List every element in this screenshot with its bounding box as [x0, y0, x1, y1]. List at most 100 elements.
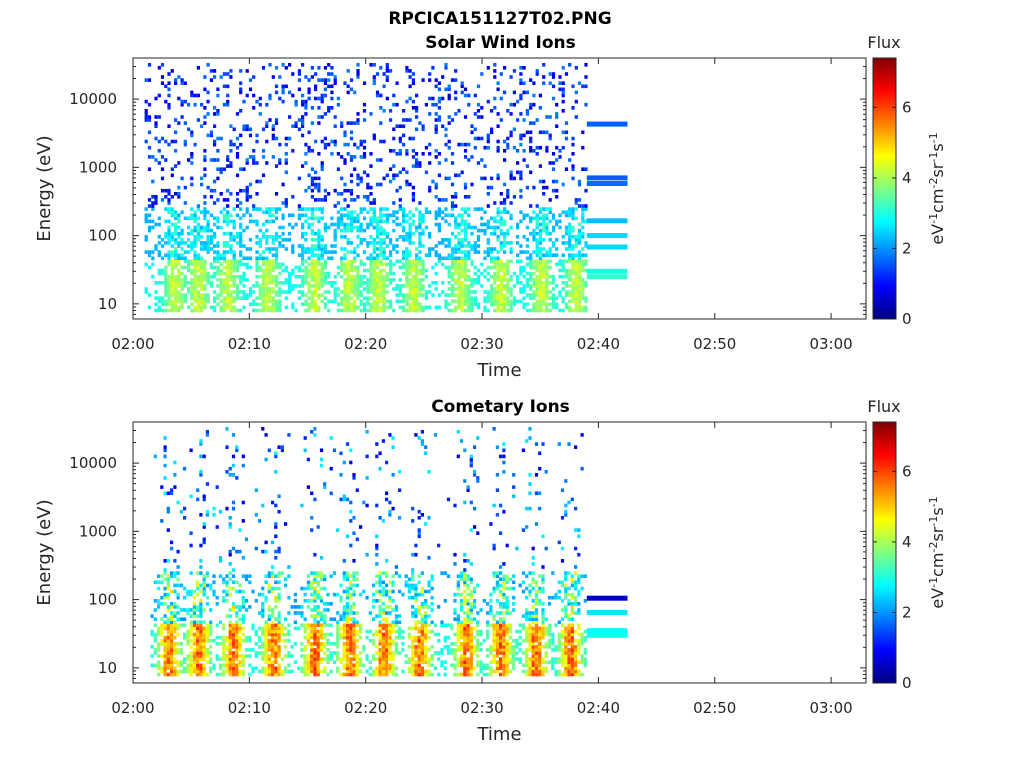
- spectrogram-cell: [362, 648, 366, 652]
- spectrogram-cell: [431, 281, 435, 285]
- spectrogram-cell: [200, 247, 204, 251]
- spectrogram-cell: [176, 583, 180, 588]
- spectrogram-cell: [437, 259, 441, 264]
- spectrogram-cell: [213, 106, 217, 110]
- spectrogram-cell: [450, 195, 455, 199]
- spectrogram-cell: [447, 93, 451, 98]
- spectrogram-cell: [258, 96, 262, 101]
- spectrogram-cell: [415, 268, 419, 273]
- spectrogram-cell: [228, 466, 232, 471]
- spectrogram-cell: [316, 672, 320, 677]
- spectrogram-cell: [163, 654, 167, 658]
- spectrogram-cell: [395, 287, 399, 291]
- spectrogram-cell: [189, 620, 193, 625]
- spectrogram-cell: [522, 284, 526, 288]
- spectrogram-cell: [264, 574, 268, 578]
- spectrogram-cell: [241, 617, 245, 621]
- spectrogram-cell: [345, 648, 350, 652]
- spectrogram-cell: [454, 262, 458, 267]
- spectrogram-cell: [352, 642, 356, 646]
- spectrogram-cell: [199, 648, 203, 652]
- spectrogram-cell: [450, 290, 455, 294]
- spectrogram-cell: [372, 308, 376, 313]
- spectrogram-cell: [265, 247, 269, 251]
- spectrogram-cell: [545, 231, 549, 236]
- spectrogram-cell: [196, 632, 200, 637]
- spectrogram-cell: [345, 642, 350, 646]
- spectrogram-cell: [470, 124, 474, 128]
- spectrogram-cell: [444, 213, 448, 218]
- spectrogram-cell: [319, 632, 324, 637]
- spectrogram-cell: [317, 78, 321, 82]
- spectrogram-cell: [571, 164, 575, 168]
- spectrogram-cell: [356, 253, 360, 257]
- spectrogram-cell: [353, 90, 357, 95]
- spectrogram-cell: [180, 305, 184, 310]
- spectrogram-cell: [349, 543, 353, 548]
- spectrogram-cell: [463, 262, 468, 267]
- spectrogram-cell: [375, 574, 379, 578]
- spectrogram-cell: [264, 549, 268, 554]
- spectrogram-cell: [170, 287, 174, 291]
- spectrogram-cell: [330, 106, 334, 110]
- spectrogram-cell: [564, 305, 569, 310]
- spectrogram-cell: [306, 485, 310, 489]
- spectrogram-cell: [538, 238, 542, 242]
- spectrogram-cell: [225, 669, 229, 674]
- spectrogram-cell: [581, 305, 585, 310]
- spectrogram-cell: [372, 672, 376, 677]
- spectrogram-cell: [447, 274, 451, 279]
- spectrogram-cell: [519, 112, 523, 116]
- spectrogram-cell: [509, 133, 513, 138]
- spectrogram-cell: [170, 259, 174, 264]
- spectrogram-cell: [203, 241, 207, 245]
- spectrogram-cell: [444, 66, 448, 70]
- spectrogram-cell: [349, 274, 354, 279]
- spectrogram-cell: [385, 173, 389, 178]
- spectrogram-cell: [170, 244, 174, 248]
- spectrogram-cell: [271, 155, 275, 159]
- spectrogram-cell: [385, 207, 389, 211]
- spectrogram-cell: [503, 207, 507, 211]
- spectrogram-cell: [271, 290, 275, 294]
- spectrogram-cell: [231, 463, 236, 468]
- spectrogram-cell: [326, 608, 330, 612]
- spectrogram-cell: [180, 78, 184, 82]
- spectrogram-cell: [385, 290, 389, 294]
- spectrogram-cell: [228, 522, 232, 526]
- spectrogram-cell: [280, 632, 284, 637]
- spectrogram-cell: [359, 293, 363, 297]
- spectrogram-cell: [353, 210, 357, 214]
- spectrogram-cell: [310, 629, 314, 634]
- spectrogram-cell: [226, 281, 230, 285]
- spectrogram-cell: [174, 290, 178, 294]
- spectrogram-cell: [506, 281, 510, 285]
- spectrogram-cell: [336, 302, 340, 307]
- spectrogram-cell: [356, 176, 360, 181]
- spectrogram-cell: [375, 72, 380, 76]
- spectrogram-cell: [349, 660, 353, 664]
- spectrogram-cell: [202, 586, 206, 591]
- spectrogram-cell: [353, 142, 357, 147]
- spectrogram-cell: [192, 623, 196, 628]
- spectrogram-cell: [405, 268, 409, 273]
- spectrogram-cell: [193, 102, 197, 107]
- spectrogram-cell: [239, 201, 243, 205]
- spectrogram-cell: [545, 228, 549, 233]
- spectrogram-cell: [450, 287, 455, 291]
- spectrogram-cell: [183, 669, 187, 674]
- spectrogram-cell: [199, 672, 203, 677]
- spectrogram-cell: [323, 93, 327, 98]
- spectrogram-cell: [255, 284, 259, 288]
- spectrogram-cell: [486, 222, 490, 227]
- spectrogram-cell: [274, 470, 278, 474]
- spectrogram-cell: [268, 296, 272, 300]
- spectrogram-cell: [460, 271, 464, 276]
- spectrogram-cell: [284, 645, 288, 649]
- spectrogram-cell: [437, 222, 441, 227]
- spectrogram-cell: [447, 244, 451, 248]
- spectrogram-cell: [231, 629, 236, 634]
- spectrogram-cell: [157, 580, 161, 585]
- spectrogram-cell: [313, 623, 317, 628]
- spectrogram-cell: [203, 302, 207, 307]
